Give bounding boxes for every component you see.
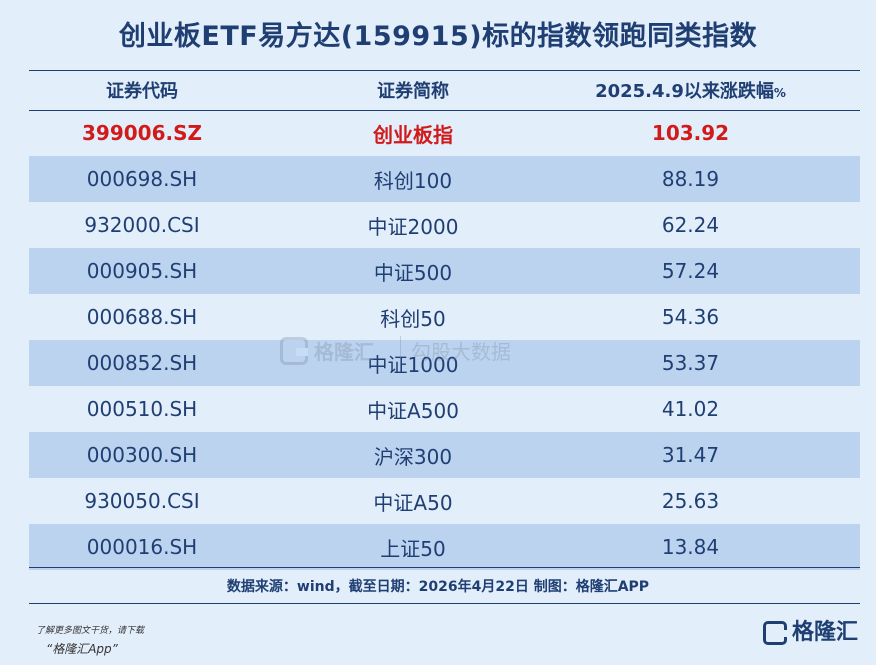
cell-code: 000698.SH bbox=[86, 167, 198, 191]
cell-code: 000852.SH bbox=[86, 351, 198, 375]
cell-name: 科创50 bbox=[380, 306, 446, 331]
cell-code: 399006.SZ bbox=[82, 121, 202, 145]
table-row: 000905.SH 中证500 57.24 bbox=[29, 248, 860, 294]
header-change-unit: % bbox=[773, 86, 786, 100]
table-row: 000852.SH 中证1000 53.37 bbox=[29, 340, 860, 386]
cell-name: 中证1000 bbox=[367, 352, 459, 377]
table-row: 000698.SH 科创100 88.19 bbox=[29, 156, 860, 202]
cell-code: 930050.CSI bbox=[84, 489, 200, 513]
source-bottom-rule bbox=[29, 603, 860, 604]
cell-value: 41.02 bbox=[661, 397, 720, 421]
table-row: 000016.SH 上证50 13.84 bbox=[29, 524, 860, 570]
footer-app-name: “格隆汇App” bbox=[46, 642, 118, 656]
table-row: 930050.CSI 中证A50 25.63 bbox=[29, 478, 860, 524]
cell-code: 932000.CSI bbox=[84, 213, 200, 237]
cell-value: 54.36 bbox=[661, 305, 720, 329]
header-top-rule bbox=[29, 70, 860, 71]
cell-name: 中证500 bbox=[373, 260, 453, 285]
table-row: 932000.CSI 中证2000 62.24 bbox=[29, 202, 860, 248]
cell-name: 科创100 bbox=[373, 168, 453, 193]
footer-brand: 格隆汇 bbox=[762, 620, 858, 645]
table-row: 000688.SH 科创50 54.36 bbox=[29, 294, 860, 340]
watermark-brand: 格隆汇 bbox=[314, 340, 374, 364]
table-row: 000510.SH 中证A500 41.02 bbox=[29, 386, 860, 432]
brand-logo-icon bbox=[762, 621, 787, 645]
brand-logo-icon bbox=[280, 336, 308, 365]
cell-value: 103.92 bbox=[651, 121, 730, 145]
cell-name: 中证A500 bbox=[367, 398, 459, 423]
cell-value: 13.84 bbox=[661, 535, 720, 559]
table-header: 证券代码 证券简称 2025.4.9以来涨跌幅% bbox=[29, 70, 860, 110]
cell-code: 000905.SH bbox=[86, 259, 198, 283]
cell-value: 31.47 bbox=[661, 443, 720, 467]
header-change: 2025.4.9以来涨跌幅% bbox=[521, 77, 860, 103]
cell-value: 62.24 bbox=[661, 213, 720, 237]
header-change-label: 2025.4.9以来涨跌幅 bbox=[595, 81, 774, 102]
header-bottom-rule bbox=[29, 110, 860, 111]
header-code: 证券代码 bbox=[106, 81, 178, 102]
source-top-rule bbox=[29, 567, 860, 568]
source-note: 数据来源：wind，截至日期：2026年4月22日 制图：格隆汇APP bbox=[226, 579, 650, 595]
table-row: 399006.SZ 创业板指 103.92 bbox=[29, 110, 860, 156]
cell-code: 000016.SH bbox=[86, 535, 198, 559]
page-title: 创业板ETF易方达(159915)标的指数领跑同类指数 bbox=[118, 21, 758, 52]
footer-brand-name: 格隆汇 bbox=[791, 620, 858, 645]
cell-value: 53.37 bbox=[661, 351, 720, 375]
footer-download-note: 了解更多图文干货，请下载 bbox=[36, 626, 145, 636]
cell-code: 000510.SH bbox=[86, 397, 198, 421]
cell-value: 25.63 bbox=[661, 489, 720, 513]
cell-name: 中证2000 bbox=[367, 214, 459, 239]
cell-name: 沪深300 bbox=[373, 444, 453, 469]
watermark-sub: 勾股大数据 bbox=[400, 336, 511, 365]
data-table: 399006.SZ 创业板指 103.92 000698.SH 科创100 88… bbox=[29, 110, 860, 570]
header-name: 证券简称 bbox=[377, 81, 449, 102]
table-row: 000300.SH 沪深300 31.47 bbox=[29, 432, 860, 478]
cell-code: 000300.SH bbox=[86, 443, 198, 467]
cell-name: 创业板指 bbox=[373, 122, 453, 147]
cell-value: 88.19 bbox=[661, 167, 720, 191]
cell-value: 57.24 bbox=[661, 259, 720, 283]
watermark: 格隆汇 勾股大数据 bbox=[280, 336, 511, 365]
cell-name: 上证50 bbox=[380, 536, 446, 561]
cell-name: 中证A50 bbox=[373, 490, 453, 515]
cell-code: 000688.SH bbox=[86, 305, 198, 329]
